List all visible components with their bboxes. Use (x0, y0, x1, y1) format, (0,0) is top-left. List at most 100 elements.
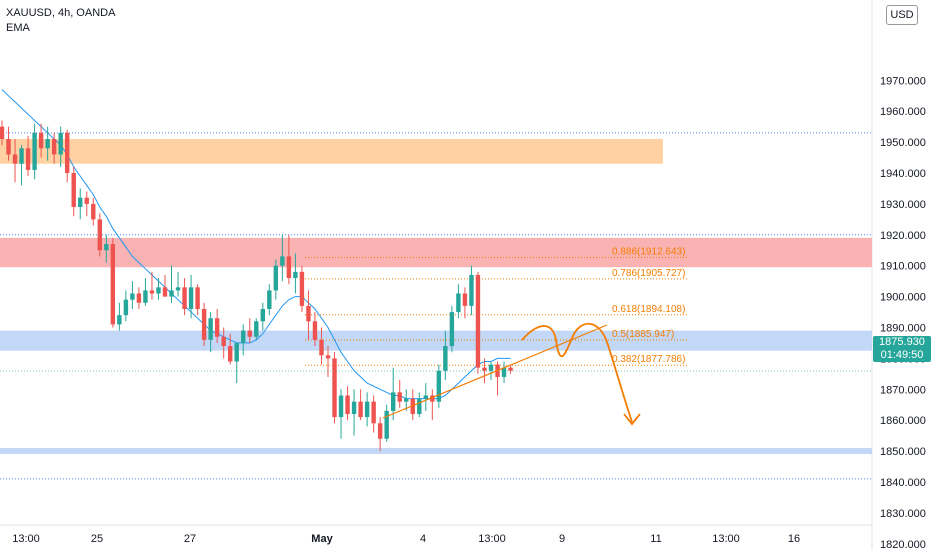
candle[interactable] (404, 389, 409, 411)
candle[interactable] (45, 126, 50, 161)
candle[interactable] (130, 281, 135, 309)
candle[interactable] (351, 389, 357, 436)
candle[interactable] (208, 312, 213, 353)
candle[interactable] (58, 126, 63, 167)
candle[interactable] (306, 290, 311, 340)
candle[interactable] (149, 271, 155, 300)
candle[interactable] (293, 253, 298, 294)
candle[interactable] (32, 123, 37, 180)
candle[interactable] (299, 265, 305, 313)
candle[interactable] (384, 404, 389, 442)
candle[interactable] (280, 234, 285, 282)
candle[interactable] (25, 135, 31, 177)
candle[interactable] (234, 342, 239, 384)
candle[interactable] (319, 327, 324, 365)
candle[interactable] (143, 278, 148, 306)
candle[interactable] (482, 358, 487, 384)
candle[interactable] (475, 271, 481, 374)
candle[interactable] (364, 392, 370, 427)
candle[interactable] (195, 284, 200, 316)
candle[interactable] (91, 197, 96, 226)
candle[interactable] (267, 284, 272, 316)
candle[interactable] (228, 333, 233, 365)
candle[interactable] (312, 312, 318, 347)
candle[interactable] (501, 361, 507, 384)
price-tick-label: 1970.000 (880, 75, 926, 87)
candle[interactable] (273, 259, 279, 300)
candle[interactable] (345, 386, 350, 421)
candle[interactable] (182, 278, 187, 316)
candle[interactable] (254, 318, 259, 340)
candle[interactable] (397, 380, 402, 408)
candle[interactable] (38, 123, 44, 158)
indicator-label[interactable]: EMA (6, 22, 30, 34)
symbol-title[interactable]: XAUUSD, 4h, OANDA (6, 7, 116, 19)
candle[interactable] (221, 327, 226, 359)
candle[interactable] (325, 346, 331, 377)
candle[interactable] (377, 417, 383, 452)
candle[interactable] (286, 234, 292, 285)
price-tick-label: 1860.000 (880, 415, 926, 427)
candle[interactable] (430, 389, 435, 421)
candle[interactable] (488, 361, 494, 381)
projection-path[interactable] (521, 322, 633, 423)
candle[interactable] (156, 278, 161, 300)
candle[interactable] (188, 274, 194, 319)
price-tick-label: 1830.000 (880, 508, 926, 520)
candle[interactable] (423, 383, 428, 411)
candle[interactable] (51, 132, 57, 164)
candle[interactable] (241, 324, 246, 356)
candle[interactable] (136, 287, 142, 309)
zone-orange-0[interactable] (0, 139, 663, 164)
zone-red-1[interactable] (0, 237, 872, 268)
candle[interactable] (97, 213, 102, 257)
candle[interactable] (338, 389, 344, 439)
candle[interactable] (65, 129, 70, 183)
candle[interactable] (443, 330, 448, 381)
candle[interactable] (449, 305, 455, 353)
candle[interactable] (332, 352, 337, 424)
candle[interactable] (71, 166, 76, 217)
candle[interactable] (410, 389, 415, 421)
candle[interactable] (162, 274, 168, 297)
candle[interactable] (123, 290, 129, 322)
candle[interactable] (247, 318, 252, 343)
trendline[interactable] (382, 324, 608, 419)
candle[interactable] (469, 265, 474, 316)
candle[interactable] (358, 389, 363, 421)
candle[interactable] (169, 265, 174, 303)
candle[interactable] (175, 271, 181, 297)
candle-body (45, 139, 50, 149)
zone-blue-3[interactable] (0, 448, 872, 455)
candle[interactable] (214, 308, 220, 343)
candle[interactable] (508, 364, 513, 374)
candle[interactable] (371, 395, 376, 433)
candle[interactable] (19, 145, 24, 186)
candle[interactable] (6, 126, 11, 161)
candle[interactable] (78, 188, 83, 220)
candle[interactable] (104, 234, 109, 263)
candle[interactable] (84, 191, 89, 217)
candle-body (221, 336, 226, 347)
candle[interactable] (0, 120, 5, 146)
candle-body (254, 321, 259, 337)
zone-blue-2[interactable] (0, 330, 872, 351)
candle[interactable] (117, 302, 122, 331)
candle-body (377, 423, 383, 439)
currency-badge[interactable]: USD (886, 5, 918, 25)
candle[interactable] (12, 139, 18, 183)
candle[interactable] (495, 361, 500, 396)
candle[interactable] (417, 392, 422, 418)
candle-body (462, 293, 468, 306)
candle[interactable] (201, 302, 207, 347)
candle[interactable] (110, 237, 116, 328)
candle[interactable] (391, 367, 396, 421)
candle[interactable] (260, 302, 265, 331)
price-tick-label: 1890.000 (880, 323, 926, 335)
candle[interactable] (436, 364, 442, 408)
candle[interactable] (456, 284, 461, 319)
candle-body (228, 346, 233, 362)
candle[interactable] (462, 287, 468, 319)
